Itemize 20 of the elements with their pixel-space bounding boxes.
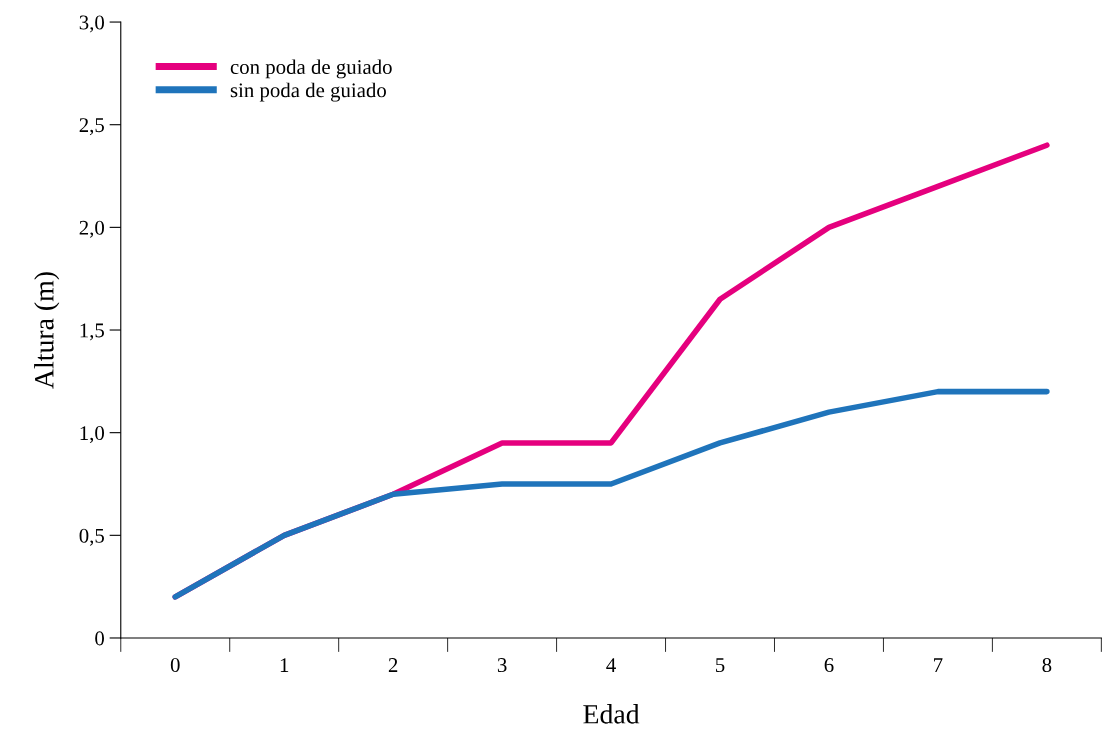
y-tick-label: 3,0	[79, 15, 105, 33]
x-tick-label: 0	[170, 658, 180, 673]
y-tick-label: 0,5	[79, 528, 104, 546]
legend-label: sin poda de guiado	[230, 82, 386, 102]
x-tick-label: 6	[824, 658, 834, 673]
y-tick-label: 1,0	[80, 426, 105, 444]
x-axis-title: Edad	[583, 704, 640, 724]
x-tick-label: 3	[497, 658, 507, 673]
x-tick-label: 8	[1042, 658, 1052, 673]
x-tick-label: 2	[388, 658, 398, 672]
x-tick-label: 1	[280, 658, 289, 672]
x-tick-label: 7	[934, 658, 943, 672]
y-tick-label: 0	[95, 631, 105, 646]
y-axis-title: Altura (m)	[34, 272, 60, 389]
y-tick-label: 1,5	[80, 323, 104, 341]
y-tick-label: 2,0	[79, 220, 105, 238]
x-tick-label: 4	[606, 658, 616, 672]
legend-label: con poda de guiado	[230, 59, 392, 79]
y-tick-label: 2,5	[79, 118, 104, 136]
x-tick-label: 5	[716, 658, 725, 673]
